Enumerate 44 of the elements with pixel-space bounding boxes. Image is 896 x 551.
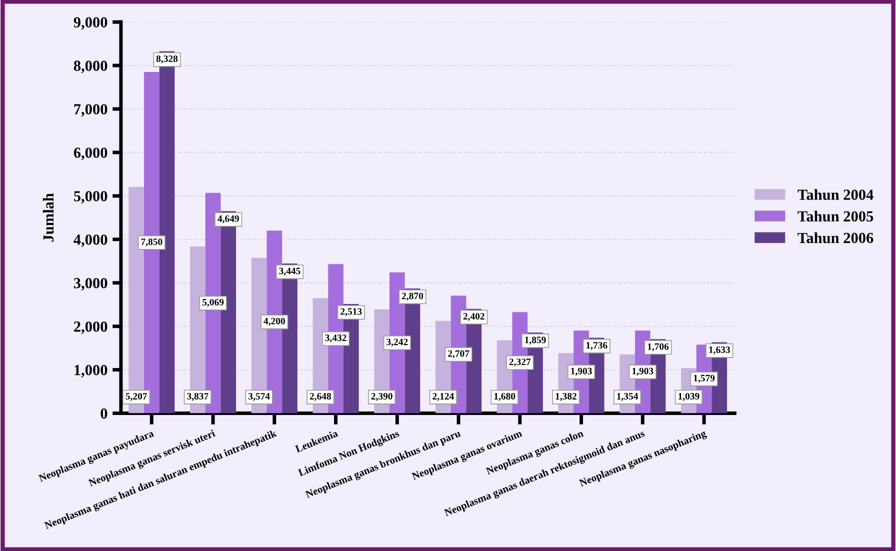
data-label: 2,648 [310, 392, 332, 401]
data-label: 1,859 [525, 336, 546, 345]
y-tick-label: 6,000 [74, 148, 108, 160]
data-label: 3,445 [279, 268, 300, 276]
data-label: 1,736 [586, 342, 608, 350]
data-label: 2,707 [448, 350, 470, 358]
data-label: 2,513 [340, 308, 362, 316]
legend-label: Tahun 2006 [798, 232, 874, 244]
y-tick-label: 5,000 [74, 191, 108, 204]
data-label: 1,680 [494, 392, 516, 401]
data-label: 1,382 [556, 392, 576, 401]
data-label: 1,354 [617, 393, 638, 401]
data-label: 5,069 [202, 298, 224, 307]
legend-label: Tahun 2005 [798, 210, 874, 222]
data-label: 2,402 [463, 313, 484, 322]
data-label: 1,903 [632, 368, 654, 376]
data-label: 3,432 [325, 334, 346, 343]
data-label: 8,328 [156, 55, 178, 64]
data-label: 1,633 [709, 346, 730, 354]
data-label: 1,579 [694, 374, 715, 383]
data-label: 2,870 [402, 292, 424, 301]
data-label: 3,574 [248, 393, 270, 401]
y-tick-label: 8,000 [74, 60, 108, 74]
y-tick-label: 0 [100, 408, 108, 419]
data-label: 2,124 [432, 393, 454, 401]
data-label: 2,327 [509, 358, 531, 367]
data-label: 1,039 [678, 392, 700, 401]
data-label: 4,200 [264, 318, 285, 326]
data-label: 4,649 [218, 215, 239, 224]
data-label: 3,837 [187, 392, 208, 401]
y-tick-label: 3,000 [74, 278, 108, 291]
data-label: 3,242 [386, 338, 408, 347]
data-label: 7,850 [141, 238, 162, 246]
y-tick-label: 1,000 [74, 364, 108, 378]
y-tick-label: 2,000 [74, 321, 108, 334]
data-label: 2,390 [371, 392, 392, 401]
data-label: 1,706 [648, 343, 669, 352]
y-tick-label: 7,000 [74, 104, 108, 117]
y-tick-label: 9,000 [74, 17, 108, 30]
y-axis-title: Jumlah [42, 193, 54, 242]
y-tick-label: 4,000 [74, 234, 108, 248]
data-label: 1,903 [571, 368, 592, 376]
legend-label: Tahun 2004 [798, 189, 874, 200]
data-label: 5,207 [126, 392, 148, 401]
